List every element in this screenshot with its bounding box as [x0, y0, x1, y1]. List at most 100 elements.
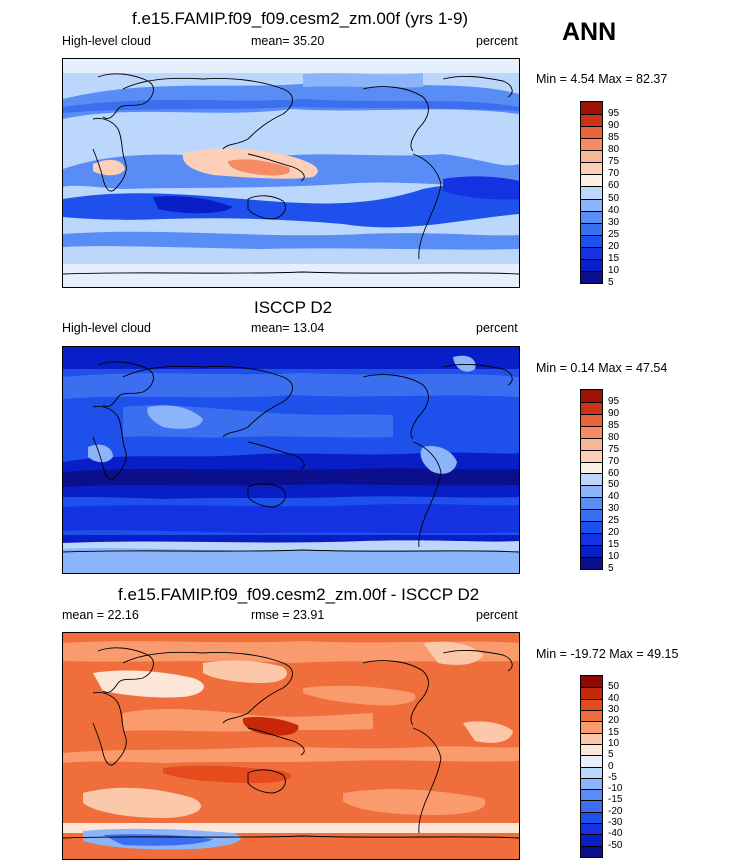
colorbar-swatch	[581, 834, 602, 846]
colorbar-tick-label: 85	[608, 132, 620, 144]
panel1-units-label: percent	[476, 34, 518, 48]
colorbar-tick-label: 75	[608, 156, 620, 168]
panel2-units-label: percent	[476, 321, 518, 335]
colorbar-swatch	[581, 676, 602, 688]
panel1-title: f.e15.FAMIP.f09_f09.cesm2_zm.00f (yrs 1-…	[132, 9, 469, 28]
panel1-map	[62, 58, 520, 288]
colorbar-tick-label: 40	[608, 692, 620, 704]
colorbar-swatch	[581, 210, 602, 223]
colorbar-swatch	[581, 401, 602, 414]
colorbar-tick-label: 15	[608, 726, 620, 738]
colorbar-swatch	[581, 509, 602, 522]
panel3-minmax-label: Min = -19.72 Max = 49.15	[536, 647, 679, 661]
colorbar-swatch	[581, 497, 602, 510]
colorbar-swatch	[581, 162, 602, 175]
colorbar-swatch	[581, 258, 602, 271]
colorbar-swatch	[581, 800, 602, 812]
panel3-units-label: percent	[476, 608, 518, 622]
colorbar-swatch	[581, 811, 602, 824]
colorbar-tick-label: 80	[608, 144, 620, 156]
colorbar-tick-label: 40	[608, 491, 620, 503]
colorbar-swatch	[581, 449, 602, 462]
panel1-minmax-label: Min = 4.54 Max = 82.37	[536, 72, 668, 86]
colorbar-swatch	[581, 138, 602, 151]
panel2-title: ISCCP D2	[254, 298, 333, 317]
colorbar-swatch	[581, 823, 602, 835]
colorbar-tick-label: -30	[608, 817, 623, 829]
colorbar-swatch	[581, 687, 602, 699]
colorbar-swatch	[581, 246, 602, 259]
colorbar-tick-label: 40	[608, 204, 620, 216]
colorbar-swatch	[581, 485, 602, 498]
colorbar-tick-label: 10	[608, 264, 620, 276]
colorbar-tick-label: 70	[608, 168, 620, 180]
colorbar-swatch	[581, 461, 602, 474]
colorbar-swatch	[581, 222, 602, 235]
panel1-variable-label: High-level cloud	[62, 34, 151, 48]
colorbar-tick-label: -40	[608, 828, 623, 840]
colorbar-swatch	[581, 777, 602, 790]
colorbar-tick-label: -5	[608, 771, 617, 783]
panel1-colorbar	[580, 101, 603, 284]
colorbar-tick-label: 30	[608, 216, 620, 228]
colorbar-tick-label: 90	[608, 120, 620, 132]
colorbar-tick-label: 15	[608, 539, 620, 551]
colorbar-tick-label: 80	[608, 431, 620, 443]
colorbar-swatch	[581, 425, 602, 438]
colorbar-tick-label: 20	[608, 715, 620, 727]
colorbar-tick-label: 90	[608, 407, 620, 419]
panel3-mean-label: mean = 22.16	[62, 608, 139, 622]
panel3-map	[62, 632, 520, 860]
colorbar-swatch	[581, 709, 602, 722]
colorbar-tick-label: 5	[608, 277, 614, 288]
colorbar-swatch	[581, 102, 602, 115]
colorbar-tick-label: 50	[608, 479, 620, 491]
colorbar-tick-label: 20	[608, 527, 620, 539]
colorbar-swatch	[581, 437, 602, 450]
colorbar-swatch	[581, 755, 602, 767]
colorbar-tick-label: 5	[608, 563, 614, 574]
colorbar-tick-label: 5	[608, 749, 614, 761]
colorbar-tick-label: 50	[608, 681, 620, 693]
colorbar-swatch	[581, 732, 602, 744]
colorbar-swatch	[581, 721, 602, 733]
panel2-variable-label: High-level cloud	[62, 321, 151, 335]
colorbar-tick-label: 20	[608, 240, 620, 252]
panel3-title: f.e15.FAMIP.f09_f09.cesm2_zm.00f - ISCCP…	[118, 585, 480, 604]
colorbar-swatch	[581, 270, 602, 283]
colorbar-tick-label: 25	[608, 228, 620, 240]
colorbar-swatch	[581, 150, 602, 163]
colorbar-tick-label: 95	[608, 395, 620, 407]
colorbar-swatch	[581, 556, 602, 569]
colorbar-tick-label: 30	[608, 503, 620, 515]
colorbar-tick-label: -10	[608, 783, 623, 795]
colorbar-swatch	[581, 198, 602, 211]
colorbar-swatch	[581, 473, 602, 486]
colorbar-tick-label: 70	[608, 455, 620, 467]
panel3-colorbar	[580, 675, 603, 858]
colorbar-tick-label: 50	[608, 192, 620, 204]
season-label: ANN	[562, 18, 617, 46]
colorbar-swatch	[581, 533, 602, 545]
colorbar-tick-label: 75	[608, 443, 620, 455]
colorbar-tick-label: 10	[608, 737, 620, 749]
panel2-colorbar	[580, 389, 603, 570]
colorbar-swatch	[581, 234, 602, 247]
colorbar-swatch	[581, 413, 602, 426]
colorbar-swatch	[581, 766, 602, 778]
colorbar-swatch	[581, 743, 602, 756]
colorbar-tick-label: -50	[608, 839, 623, 851]
colorbar-tick-label: 0	[608, 760, 614, 772]
colorbar-swatch	[581, 390, 602, 402]
colorbar-swatch	[581, 698, 602, 710]
colorbar-tick-label: 15	[608, 252, 620, 264]
colorbar-tick-label: -20	[608, 805, 623, 817]
colorbar-swatch	[581, 544, 602, 557]
colorbar-tick-label: 95	[608, 108, 620, 120]
panel2-mean-label: mean= 13.04	[251, 321, 325, 335]
colorbar-tick-label: 60	[608, 467, 620, 479]
colorbar-swatch	[581, 174, 602, 187]
colorbar-swatch	[581, 845, 602, 857]
colorbar-tick-label: -15	[608, 794, 623, 806]
colorbar-tick-label: 10	[608, 551, 620, 563]
